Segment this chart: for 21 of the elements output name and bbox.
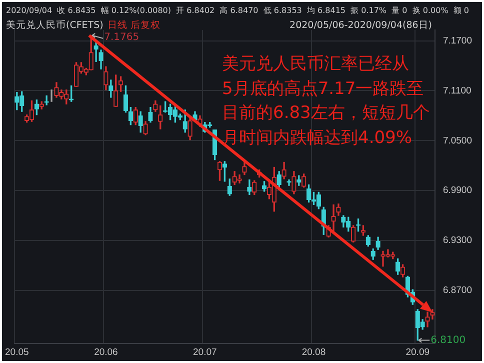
x-tick-label: 20.08	[302, 346, 326, 358]
annotation: 2020/05/06-2020/09/04(86日)	[290, 19, 432, 32]
annotation: 7.1765	[104, 32, 140, 43]
y-tick-label: 6.9900	[442, 185, 472, 196]
chart-title: 美元兑人民币(CFETS)	[6, 20, 104, 31]
y-tick-label: 6.9300	[442, 235, 472, 246]
annotation: 日线 后复权	[107, 20, 160, 31]
x-tick-label: 20.07	[193, 346, 217, 358]
y-tick-label: 6.8700	[442, 284, 472, 296]
annotation: 6.8100	[430, 334, 466, 346]
y-tick-label: 7.1100	[442, 85, 472, 96]
text: 2020/09/04 收 6.8435 幅 0.12%(0.0080) 开 6.8402 高 6.8470 低 6.8353 均 6.8415 振 0.17% 量 0 换 0.00% 额 0	[6, 5, 470, 16]
annotation: 目前的6.83左右，短短几个	[222, 102, 430, 126]
annotation: 5月底的高点7.17一路跌至	[222, 78, 425, 101]
x-tick-label: 20.09	[406, 346, 430, 358]
y-tick-label: 7.1700	[442, 35, 472, 46]
x-tick-label: 20.06	[94, 346, 118, 358]
annotation: 美元兑人民币汇率已经从	[222, 53, 410, 76]
x-tick-label: 20.05	[5, 346, 29, 358]
annotation: 月时间内跌幅达到4.09%	[222, 126, 414, 150]
y-tick-label: 7.0500	[442, 135, 472, 146]
